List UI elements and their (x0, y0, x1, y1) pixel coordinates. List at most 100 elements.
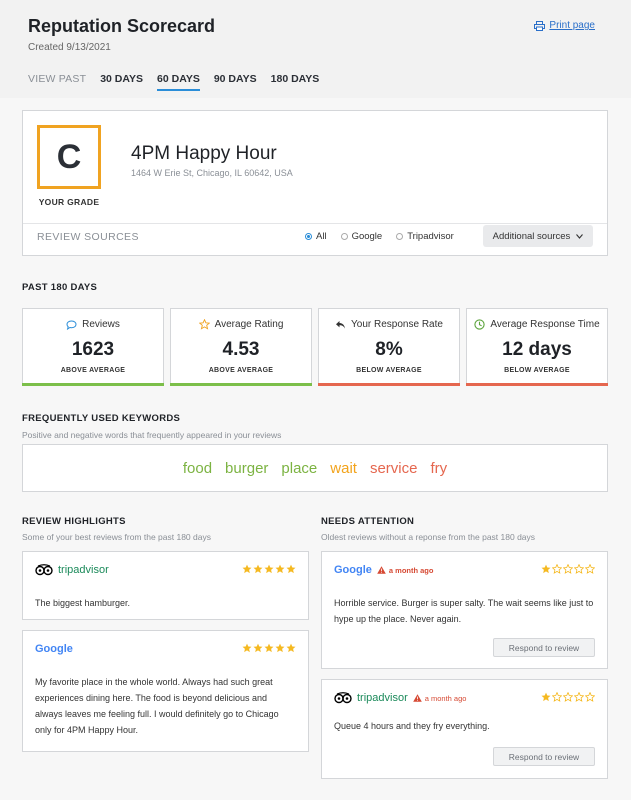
keywords-subtitle: Positive and negative words that frequen… (22, 430, 282, 440)
highlights-subtitle: Some of your best reviews from the past … (22, 532, 211, 542)
stat-card-reviews: Reviews 1623 ABOVE AVERAGE (22, 308, 164, 386)
stat-note: ABOVE AVERAGE (60, 367, 126, 374)
stat-note: BELOW AVERAGE (356, 367, 422, 374)
rating-stars-1 (541, 564, 595, 574)
tripadvisor-logo: tripadvisor (35, 564, 109, 576)
highlight-review-card: tripadvisor The biggest hamburger. (22, 551, 309, 620)
keywords-card: food burger place wait service fry (22, 444, 608, 492)
keyword-positive: burger (225, 459, 269, 477)
stat-status-bar (318, 383, 460, 386)
keyword-negative: fry (430, 459, 448, 477)
rating-stars-1 (541, 692, 595, 702)
divider (23, 223, 607, 224)
stat-header: Average Response Time (467, 319, 607, 330)
grade-badge: C (37, 125, 101, 189)
keywords-section-title: FREQUENTLY USED KEYWORDS (22, 413, 181, 424)
star-empty-icon (585, 692, 595, 702)
radio-icon (340, 233, 348, 240)
additional-sources-dropdown[interactable]: Additional sources (483, 225, 593, 247)
review-text: The biggest hamburger. (35, 598, 131, 608)
tripadvisor-owl-icon (35, 564, 53, 576)
stat-header: Your Response Rate (319, 319, 459, 330)
printer-icon (534, 20, 546, 31)
source-name: tripadvisor (357, 692, 408, 704)
warning-icon (377, 566, 386, 574)
print-page-link[interactable]: Print page (534, 20, 595, 31)
source-name: tripadvisor (58, 564, 109, 576)
page-header: Reputation Scorecard Created 9/13/2021 P… (0, 0, 631, 98)
stat-label: Average Rating (214, 319, 284, 330)
star-filled-icon (242, 564, 252, 574)
review-source-options: All Google Tripadvisor (305, 231, 454, 242)
star-empty-icon (552, 564, 562, 574)
period-selector: VIEW PAST 30 DAYS 60 DAYS 90 DAYS 180 DA… (28, 73, 319, 91)
star-empty-icon (574, 692, 584, 702)
star-filled-icon (275, 564, 285, 574)
stat-label: Your Response Rate (351, 319, 443, 330)
warning-icon (412, 694, 422, 702)
star-empty-icon (563, 564, 573, 574)
highlight-review-card: Google My favorite place in the whole wo… (22, 630, 309, 752)
review-text: Horrible service. Burger is super salty.… (334, 598, 594, 624)
star-filled-icon (242, 643, 252, 653)
star-empty-icon (574, 564, 584, 574)
tab-90-days[interactable]: 90 DAYS (213, 73, 257, 85)
clock-icon (474, 319, 485, 330)
star-filled-icon (286, 643, 296, 653)
respond-to-review-button[interactable]: Respond to review (493, 747, 595, 766)
rating-stars-5 (242, 564, 296, 574)
source-radio-tripadvisor[interactable]: Tripadvisor (396, 231, 454, 242)
stat-card-response-rate: Your Response Rate 8% BELOW AVERAGE (318, 308, 460, 386)
review-age: a month ago (412, 694, 466, 703)
page-title: Reputation Scorecard (28, 16, 216, 36)
google-logo: Google (35, 643, 73, 655)
stat-card-response-time: Average Response Time 12 days BELOW AVER… (466, 308, 608, 386)
chevron-down-icon (576, 233, 584, 239)
business-address: 1464 W Erie St, Chicago, IL 60642, USA (131, 168, 293, 178)
keyword-neutral: wait (330, 459, 357, 477)
stat-status-bar (22, 383, 164, 386)
attention-section-title: NEEDS ATTENTION (321, 516, 415, 527)
reply-arrow-icon (336, 320, 346, 329)
source-radio-google[interactable]: Google (340, 231, 382, 242)
review-text: My favorite place in the whole world. Al… (35, 677, 279, 735)
respond-to-review-button[interactable]: Respond to review (493, 638, 595, 657)
stat-label: Average Response Time (490, 319, 600, 330)
source-radio-all[interactable]: All (305, 231, 327, 242)
star-filled-icon (253, 643, 263, 653)
star-filled-icon (264, 643, 274, 653)
stat-status-bar (466, 383, 608, 386)
tab-180-days[interactable]: 180 DAYS (270, 73, 320, 85)
star-filled-icon (275, 643, 285, 653)
stats-section-title: PAST 180 DAYS (22, 282, 98, 293)
main-content: C YOUR GRADE 4PM Happy Hour 1464 W Erie … (0, 98, 631, 800)
grade-label: YOUR GRADE (38, 197, 100, 207)
star-filled-icon (253, 564, 263, 574)
stat-note: ABOVE AVERAGE (208, 367, 274, 374)
star-empty-icon (585, 564, 595, 574)
stat-value: 12 days (502, 339, 572, 360)
business-name: 4PM Happy Hour (131, 143, 277, 164)
radio-icon (396, 233, 404, 240)
tab-60-days[interactable]: 60 DAYS (157, 73, 200, 91)
source-name: Google (334, 564, 372, 576)
view-past-label: VIEW PAST (28, 73, 87, 85)
stat-note: BELOW AVERAGE (504, 367, 570, 374)
keyword-positive: place (281, 459, 318, 477)
source-name: Google (35, 643, 73, 655)
additional-sources-label: Additional sources (492, 230, 571, 242)
star-filled-icon (541, 692, 551, 702)
star-empty-icon (552, 692, 562, 702)
stat-header: Average Rating (171, 319, 311, 330)
stat-card-average-rating: Average Rating 4.53 ABOVE AVERAGE (170, 308, 312, 386)
stat-status-bar (170, 383, 312, 386)
keyword-positive: food (182, 459, 213, 477)
created-date: Created 9/13/2021 (28, 42, 111, 53)
business-card: C YOUR GRADE 4PM Happy Hour 1464 W Erie … (22, 110, 608, 256)
review-age-text: a month ago (388, 565, 434, 575)
attention-review-card: Google a month ago Horrible service. Bur… (321, 551, 608, 669)
attention-subtitle: Oldest reviews without a reponse from th… (321, 532, 536, 542)
star-filled-icon (264, 564, 274, 574)
attention-review-card: tripadvisor a month ago Queue 4 hours an… (321, 679, 608, 779)
tab-30-days[interactable]: 30 DAYS (100, 73, 144, 85)
